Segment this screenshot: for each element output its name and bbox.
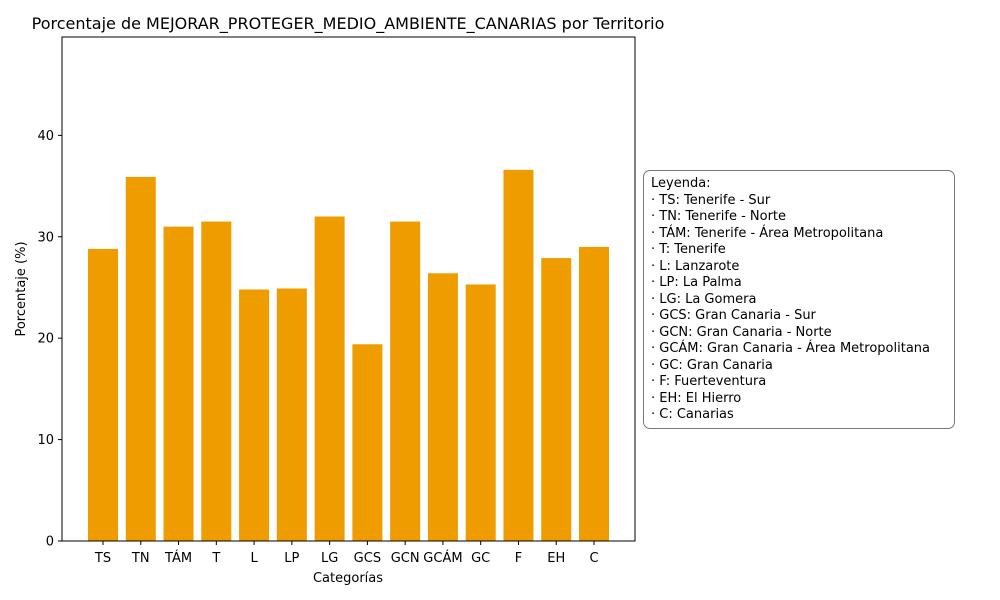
legend-entry: · L: Lanzarote bbox=[651, 258, 740, 274]
bar-GC bbox=[465, 284, 496, 541]
legend-entry: · T: Tenerife bbox=[651, 242, 726, 257]
x-tick-label: GCÁM bbox=[423, 550, 462, 566]
bar-L bbox=[239, 289, 270, 541]
x-tick-label: TS bbox=[94, 551, 111, 566]
bar-F bbox=[503, 169, 534, 541]
legend-entry: · TN: Tenerife - Norte bbox=[651, 209, 787, 224]
x-tick-label: TÁM bbox=[164, 550, 192, 566]
x-tick-label: GC bbox=[471, 551, 490, 566]
bar-GCN bbox=[390, 221, 421, 541]
bar-TS bbox=[88, 248, 118, 541]
bar-GCS bbox=[352, 344, 383, 541]
legend-entry: · LP: La Palma bbox=[651, 275, 742, 290]
bar-LP bbox=[276, 288, 307, 541]
legend-entry: · GC: Gran Canaria bbox=[651, 357, 773, 373]
legend-entry: · GCN: Gran Canaria - Norte bbox=[651, 324, 832, 340]
legend-entries: · TS: Tenerife - Sur · TN: Tenerife - Nor… bbox=[651, 193, 947, 424]
x-tick-label: GCN bbox=[391, 551, 420, 566]
legend-entry: · EH: El Hierro bbox=[651, 390, 742, 406]
bars-group bbox=[88, 169, 610, 542]
legend: Leyenda: · TS: Tenerife - Sur · TN: Tener… bbox=[643, 170, 955, 429]
y-tick-label: 10 bbox=[37, 433, 54, 448]
chart-title: Porcentaje de MEJORAR_PROTEGER_MEDIO_AMB… bbox=[32, 14, 665, 34]
bar-C bbox=[579, 246, 610, 542]
x-tick-label: TN bbox=[131, 551, 150, 566]
y-axis-label: Porcentaje (%) bbox=[14, 241, 29, 336]
legend-entry: · F: Fuerteventura bbox=[651, 374, 767, 389]
legend-entry: · GCS: Gran Canaria - Sur bbox=[651, 308, 816, 323]
y-tick-label: 30 bbox=[37, 230, 54, 245]
x-tick-label: EH bbox=[547, 551, 565, 566]
x-tick-label: C bbox=[589, 551, 598, 566]
y-tick-label: 0 bbox=[46, 535, 54, 550]
x-tick-label: L bbox=[250, 551, 258, 566]
x-axis-label: Categorías bbox=[313, 571, 383, 586]
legend-entry: · TS: Tenerife - Sur bbox=[651, 192, 771, 208]
x-tick-label: F bbox=[515, 551, 522, 566]
x-axis-ticks: TS TN TÁM T L LP LG GCS GCN GCÁM GC F EH C bbox=[94, 541, 599, 566]
x-tick-label: LG bbox=[321, 551, 338, 566]
bar-LG bbox=[314, 216, 345, 542]
legend-entry: · LG: La Gomera bbox=[651, 291, 757, 307]
x-tick-label: LP bbox=[284, 551, 299, 566]
bar-TN bbox=[125, 176, 156, 541]
legend-entry: · TÁM: Tenerife - Área Metropolitana bbox=[651, 225, 884, 241]
x-tick-label: GCS bbox=[354, 551, 381, 566]
legend-title: Leyenda: bbox=[651, 176, 711, 191]
bar-T bbox=[201, 221, 232, 541]
legend-entry: · GCÁM: Gran Canaria - Área Metropolitan… bbox=[651, 341, 930, 356]
bar-EH bbox=[541, 258, 572, 541]
bar-GCÁM bbox=[427, 273, 458, 541]
legend-entry: · C: Canarias bbox=[651, 407, 734, 422]
y-tick-label: 40 bbox=[37, 129, 54, 144]
y-axis-ticks: 0 10 20 30 40 bbox=[37, 129, 62, 550]
x-tick-label: T bbox=[211, 551, 220, 566]
plot-frame bbox=[61, 36, 636, 542]
y-tick-label: 20 bbox=[37, 332, 54, 347]
bar-TÁM bbox=[163, 226, 194, 541]
